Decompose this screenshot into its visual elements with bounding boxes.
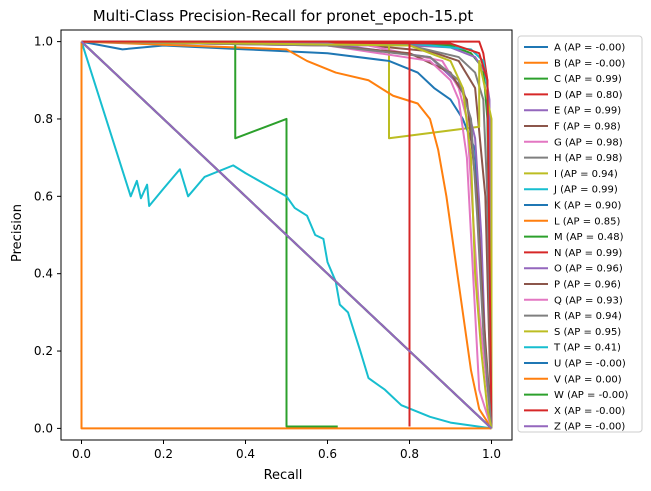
legend-label: B (AP = -0.00) (554, 58, 625, 69)
legend-label: C (AP = 0.99) (554, 74, 622, 85)
chart-title: Multi-Class Precision-Recall for pronet_… (93, 7, 474, 26)
plot-frame (60, 29, 513, 441)
series-line-22 (80, 41, 492, 430)
y-axis-label: Precision (10, 204, 25, 262)
series-line-24 (81, 40, 411, 427)
legend-label: A (AP = -0.00) (554, 43, 625, 54)
y-axis-ticks: 0.0 0.2 0.4 0.6 0.8 1.0 (34, 35, 61, 435)
legend-label: N (AP = 0.99) (554, 248, 622, 259)
y-tick-label: 0.0 (34, 421, 53, 435)
legend-label: S (AP = 0.95) (554, 327, 621, 338)
legend-label: M (AP = 0.48) (554, 232, 624, 243)
legend-label: V (AP = 0.00) (554, 374, 622, 385)
legend-label: U (AP = -0.00) (554, 359, 626, 370)
x-tick-label: 0.4 (236, 447, 255, 461)
legend: A (AP = -0.00) B (AP = -0.00) C (AP = 0.99… (517, 35, 643, 433)
legend-label: Q (AP = 0.93) (554, 295, 623, 306)
series-line-19 (81, 40, 493, 429)
y-tick-label: 0.2 (34, 344, 53, 358)
x-axis-ticks: 0.0 0.2 0.4 0.6 0.8 1.0 (72, 440, 501, 461)
legend-label: I (AP = 0.94) (554, 169, 618, 180)
series-line-17 (81, 40, 493, 429)
legend-label: W (AP = -0.00) (554, 390, 628, 401)
y-tick-label: 0.6 (34, 189, 53, 203)
legend-label: O (AP = 0.96) (554, 264, 623, 275)
x-tick-label: 0.6 (318, 447, 337, 461)
x-tick-label: 0.2 (154, 447, 173, 461)
legend-label: Z (AP = -0.00) (554, 422, 625, 433)
x-tick-label: 0.0 (72, 447, 91, 461)
legend-label: D (AP = 0.80) (554, 90, 623, 101)
legend-label: H (AP = 0.98) (554, 153, 622, 164)
y-tick-label: 0.8 (34, 112, 53, 126)
series-line-20 (80, 41, 492, 430)
legend-label: L (AP = 0.85) (554, 216, 621, 227)
legend-label: X (AP = -0.00) (554, 406, 625, 417)
x-axis-label: Recall (264, 468, 303, 483)
legend-label: K (AP = 0.90) (554, 201, 622, 212)
x-tick-label: 1.0 (482, 447, 501, 461)
legend-label: J (AP = 0.99) (553, 185, 618, 196)
series-line-7 (81, 40, 493, 429)
legend-frame (517, 35, 643, 433)
plot-lines (80, 40, 493, 430)
legend-label: G (AP = 0.98) (554, 137, 623, 148)
legend-label: E (AP = 0.99) (554, 106, 621, 117)
legend-label: T (AP = 0.41) (553, 343, 621, 354)
y-tick-label: 0.4 (34, 267, 53, 281)
x-tick-label: 0.8 (400, 447, 419, 461)
series-line-25 (80, 40, 493, 430)
y-tick-label: 1.0 (34, 35, 53, 49)
legend-label: F (AP = 0.98) (554, 122, 621, 133)
legend-label: R (AP = 0.94) (554, 311, 622, 322)
series-line-13 (81, 40, 338, 428)
series-line-12 (81, 40, 493, 429)
legend-label: P (AP = 0.96) (554, 280, 621, 291)
